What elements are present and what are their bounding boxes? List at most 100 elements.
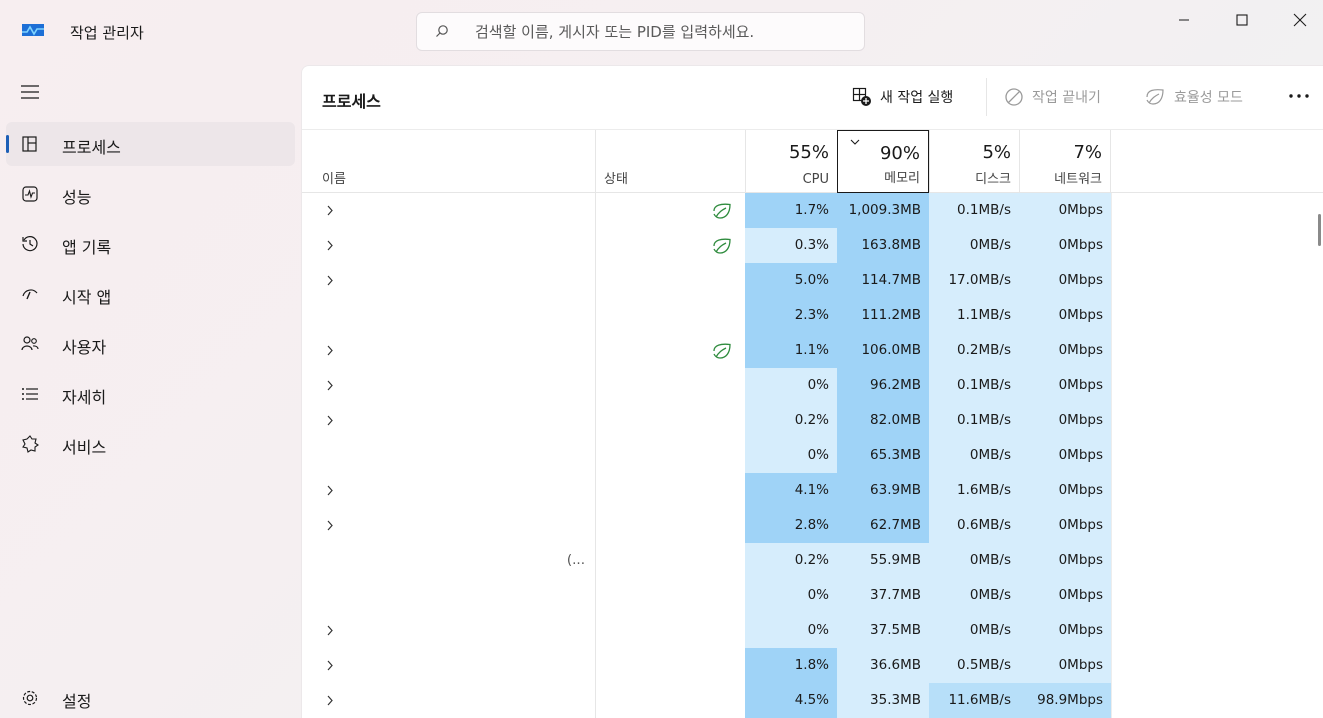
table-row[interactable]: 1.8% 36.6MB 0.5MB/s 0Mbps xyxy=(302,648,1323,683)
efficiency-mode-button[interactable]: 효율성 모드 xyxy=(1144,84,1243,110)
startup-icon xyxy=(22,289,38,300)
memory-cell: 62.7MB xyxy=(837,508,929,543)
column-label: 상태 xyxy=(604,172,628,187)
sidebar-item-label: 앱 기록 xyxy=(62,238,112,257)
run-new-task-label: 새 작업 실행 xyxy=(880,90,954,106)
column-header-disk[interactable]: 5% 디스크 xyxy=(929,130,1019,193)
minimize-button[interactable] xyxy=(1155,0,1213,40)
column-label: CPU xyxy=(802,172,829,187)
efficiency-leaf-icon xyxy=(713,343,731,359)
cpu-cell: 1.7% xyxy=(745,193,837,228)
search-icon xyxy=(436,25,448,37)
network-cell: 0Mbps xyxy=(1019,578,1111,613)
status-cell xyxy=(595,613,745,648)
network-cell: 0Mbps xyxy=(1019,193,1111,228)
sidebar-item-performance[interactable]: 성능 xyxy=(6,172,295,216)
chevron-right-icon[interactable] xyxy=(326,275,334,286)
task-manager-app-icon xyxy=(22,24,44,36)
new-task-icon xyxy=(852,87,871,106)
table-row[interactable]: 1.1% 106.0MB 0.2MB/s 0Mbps xyxy=(302,333,1323,368)
table-row[interactable]: 0% 37.5MB 0MB/s 0Mbps xyxy=(302,613,1323,648)
sidebar-item-processes[interactable]: 프로세스 xyxy=(6,122,295,166)
network-cell: 0Mbps xyxy=(1019,438,1111,473)
search-box[interactable] xyxy=(416,12,865,51)
chevron-right-icon[interactable] xyxy=(326,345,334,356)
column-label: 메모리 xyxy=(884,171,920,186)
network-cell: 0Mbps xyxy=(1019,508,1111,543)
chevron-right-icon[interactable] xyxy=(326,380,334,391)
table-row[interactable]: 1.7% 1,009.3MB 0.1MB/s 0Mbps xyxy=(302,193,1323,228)
network-total-percent: 7% xyxy=(1073,142,1102,163)
disk-total-percent: 5% xyxy=(982,142,1011,163)
settings-label: 설정 xyxy=(62,692,92,711)
chevron-right-icon[interactable] xyxy=(326,695,334,706)
table-row[interactable]: 0.2% 82.0MB 0.1MB/s 0Mbps xyxy=(302,403,1323,438)
table-row[interactable]: 4.5% 35.3MB 11.6MB/s 98.9Mbps xyxy=(302,683,1323,718)
cpu-cell: 5.0% xyxy=(745,263,837,298)
disk-cell: 0.1MB/s xyxy=(929,368,1019,403)
table-row[interactable]: 0.3% 163.8MB 0MB/s 0Mbps xyxy=(302,228,1323,263)
memory-cell: 1,009.3MB xyxy=(837,193,929,228)
status-cell xyxy=(595,333,745,368)
end-task-icon xyxy=(1005,88,1023,106)
sidebar-item-details[interactable]: 자세히 xyxy=(6,372,295,416)
table-row[interactable]: 5.0% 114.7MB 17.0MB/s 0Mbps xyxy=(302,263,1323,298)
chevron-right-icon[interactable] xyxy=(326,660,334,671)
table-row[interactable]: (... 0.2% 55.9MB 0MB/s 0Mbps xyxy=(302,543,1323,578)
column-header-memory[interactable]: 90% 메모리 xyxy=(837,130,929,193)
maximize-button[interactable] xyxy=(1213,0,1271,40)
process-name-cell xyxy=(302,263,595,298)
close-button[interactable] xyxy=(1271,0,1323,40)
table-row[interactable]: 0% 65.3MB 0MB/s 0Mbps xyxy=(302,438,1323,473)
run-new-task-button[interactable]: 새 작업 실행 xyxy=(852,84,953,110)
column-header-status[interactable]: 상태 xyxy=(595,130,745,193)
column-label: 네트워크 xyxy=(1054,172,1102,187)
processes-icon xyxy=(22,136,37,152)
process-name-cell xyxy=(302,438,595,473)
status-cell xyxy=(595,438,745,473)
chevron-right-icon[interactable] xyxy=(326,415,334,426)
sidebar-item-app-history[interactable]: 앱 기록 xyxy=(6,222,295,266)
scrollbar-thumb[interactable] xyxy=(1318,214,1321,246)
maximize-icon xyxy=(1236,14,1248,26)
table-row[interactable]: 0% 37.7MB 0MB/s 0Mbps xyxy=(302,578,1323,613)
table-row[interactable]: 0% 96.2MB 0.1MB/s 0Mbps xyxy=(302,368,1323,403)
table-row[interactable]: 4.1% 63.9MB 1.6MB/s 0Mbps xyxy=(302,473,1323,508)
disk-cell: 0.1MB/s xyxy=(929,403,1019,438)
chevron-right-icon[interactable] xyxy=(326,485,334,496)
table-row[interactable]: 2.3% 111.2MB 1.1MB/s 0Mbps xyxy=(302,298,1323,333)
disk-cell: 0MB/s xyxy=(929,578,1019,613)
disk-cell: 0.6MB/s xyxy=(929,508,1019,543)
cpu-cell: 0.2% xyxy=(745,403,837,438)
disk-cell: 0.2MB/s xyxy=(929,333,1019,368)
table-row[interactable]: 2.8% 62.7MB 0.6MB/s 0Mbps xyxy=(302,508,1323,543)
sidebar-item-label: 자세히 xyxy=(62,388,107,407)
active-indicator xyxy=(6,135,9,153)
chevron-right-icon[interactable] xyxy=(326,625,334,636)
sidebar-item-services[interactable]: 서비스 xyxy=(6,422,295,466)
chevron-right-icon[interactable] xyxy=(326,205,334,216)
memory-cell: 114.7MB xyxy=(837,263,929,298)
column-divider xyxy=(595,193,596,718)
column-header-cpu[interactable]: 55% CPU xyxy=(745,130,837,193)
vertical-scrollbar[interactable] xyxy=(1315,194,1323,714)
memory-cell: 37.7MB xyxy=(837,578,929,613)
cpu-cell: 1.8% xyxy=(745,648,837,683)
disk-cell: 11.6MB/s xyxy=(929,683,1019,718)
toolbar-divider xyxy=(986,78,987,116)
memory-cell: 36.6MB xyxy=(837,648,929,683)
column-header-network[interactable]: 7% 네트워크 xyxy=(1019,130,1111,193)
chevron-right-icon[interactable] xyxy=(326,240,334,251)
status-cell xyxy=(595,263,745,298)
column-header-name[interactable]: 이름 xyxy=(302,130,595,193)
sidebar-item-settings[interactable]: 설정 xyxy=(6,676,295,718)
performance-icon xyxy=(22,186,38,202)
chevron-right-icon[interactable] xyxy=(326,520,334,531)
sidebar-item-startup-apps[interactable]: 시작 앱 xyxy=(6,272,295,316)
more-options-icon[interactable] xyxy=(1286,86,1312,106)
status-cell xyxy=(595,648,745,683)
sidebar-item-users[interactable]: 사용자 xyxy=(6,322,295,366)
search-input[interactable] xyxy=(475,21,855,43)
hamburger-menu-icon[interactable] xyxy=(20,84,40,100)
end-task-button[interactable]: 작업 끝내기 xyxy=(1004,84,1101,110)
